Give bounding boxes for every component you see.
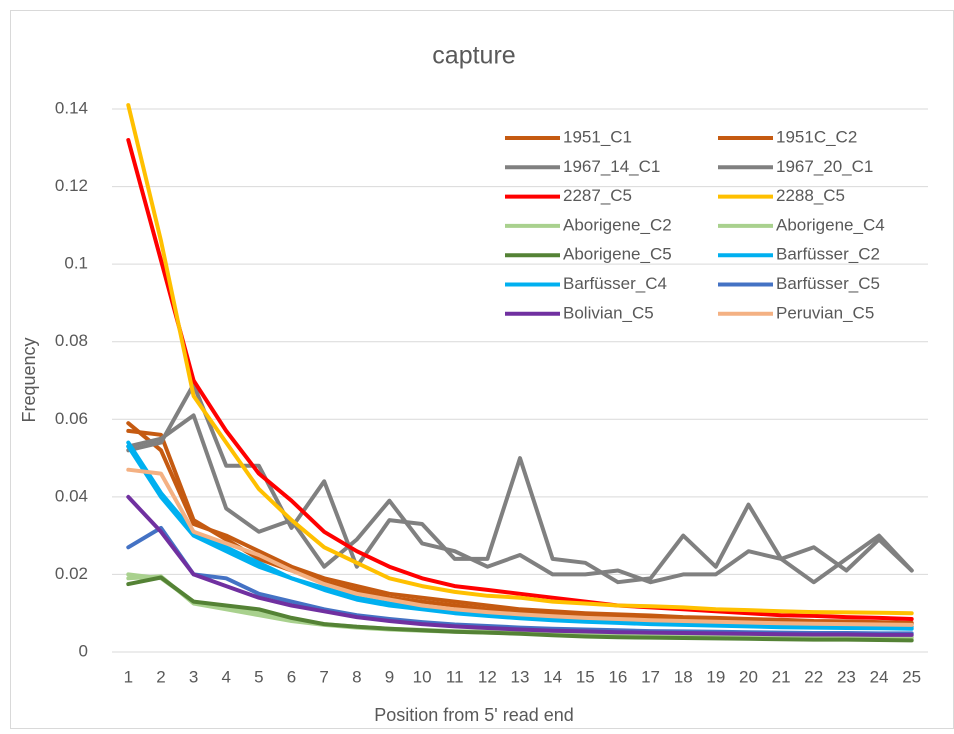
x-tick-label: 19 xyxy=(706,667,725,686)
chart-title: capture xyxy=(432,42,515,70)
x-tick-label: 1 xyxy=(124,667,133,686)
y-tick-label: 0.1 xyxy=(64,254,88,273)
series-line xyxy=(126,421,914,625)
legend-label: Barfüsser_C2 xyxy=(776,245,880,264)
x-tick-label: 18 xyxy=(674,667,693,686)
x-tick-label: 21 xyxy=(772,667,791,686)
y-tick-label: 0.12 xyxy=(55,176,88,195)
x-tick-label: 17 xyxy=(641,667,660,686)
x-tick-label: 11 xyxy=(446,667,464,686)
legend-label: Aborigene_C2 xyxy=(563,215,672,234)
x-axis-label: Position from 5' read end xyxy=(374,705,574,725)
x-tick-label: 15 xyxy=(576,667,595,686)
x-tick-label: 13 xyxy=(511,667,530,686)
x-tick-label: 3 xyxy=(189,667,198,686)
x-tick-label: 25 xyxy=(902,667,921,686)
series-line xyxy=(126,138,914,621)
x-tick-label: 5 xyxy=(254,667,263,686)
legend-label: Bolivian_C5 xyxy=(563,303,654,322)
series-line xyxy=(126,575,914,643)
x-tick-label: 8 xyxy=(352,667,361,686)
x-tick-label: 23 xyxy=(837,667,856,686)
x-tick-label: 9 xyxy=(385,667,394,686)
x-tick-label: 12 xyxy=(478,667,497,686)
y-tick-label: 0.04 xyxy=(55,486,88,505)
x-tick-label: 7 xyxy=(319,667,328,686)
legend-label: Aborigene_C5 xyxy=(563,245,672,264)
x-tick-label: 6 xyxy=(287,667,296,686)
x-tick-label: 14 xyxy=(543,667,562,686)
x-tick-label: 4 xyxy=(222,667,231,686)
y-axis-label: Frequency xyxy=(19,337,39,422)
series-line xyxy=(126,103,914,616)
legend-label: Aborigene_C4 xyxy=(776,215,885,234)
x-tick-label: 16 xyxy=(608,667,627,686)
y-tick-label: 0 xyxy=(79,641,88,660)
x-tick-label: 2 xyxy=(156,667,165,686)
x-tick-label: 10 xyxy=(413,667,432,686)
legend-label: 1951_C1 xyxy=(563,127,632,146)
series-line xyxy=(126,494,914,637)
y-tick-label: 0.08 xyxy=(55,331,88,350)
y-tick-label: 0.06 xyxy=(55,409,88,428)
x-tick-label: 22 xyxy=(804,667,823,686)
legend-label: 2287_C5 xyxy=(563,186,632,205)
legend-label: 1967_20_C1 xyxy=(776,157,873,176)
legend-label: Barfüsser_C5 xyxy=(776,274,880,293)
series-line xyxy=(126,467,914,627)
legend-label: 1967_14_C1 xyxy=(563,157,660,176)
x-tick-label: 20 xyxy=(739,667,758,686)
y-tick-label: 0.02 xyxy=(55,564,88,583)
x-tick-label: 24 xyxy=(870,667,889,686)
series-line xyxy=(126,413,914,585)
legend-label: Peruvian_C5 xyxy=(776,303,874,322)
legend-label: 1951C_C2 xyxy=(776,127,857,146)
legend-label: 2288_C5 xyxy=(776,186,845,205)
y-tick-label: 0.14 xyxy=(55,98,88,117)
legend-label: Barfüsser_C4 xyxy=(563,274,667,293)
